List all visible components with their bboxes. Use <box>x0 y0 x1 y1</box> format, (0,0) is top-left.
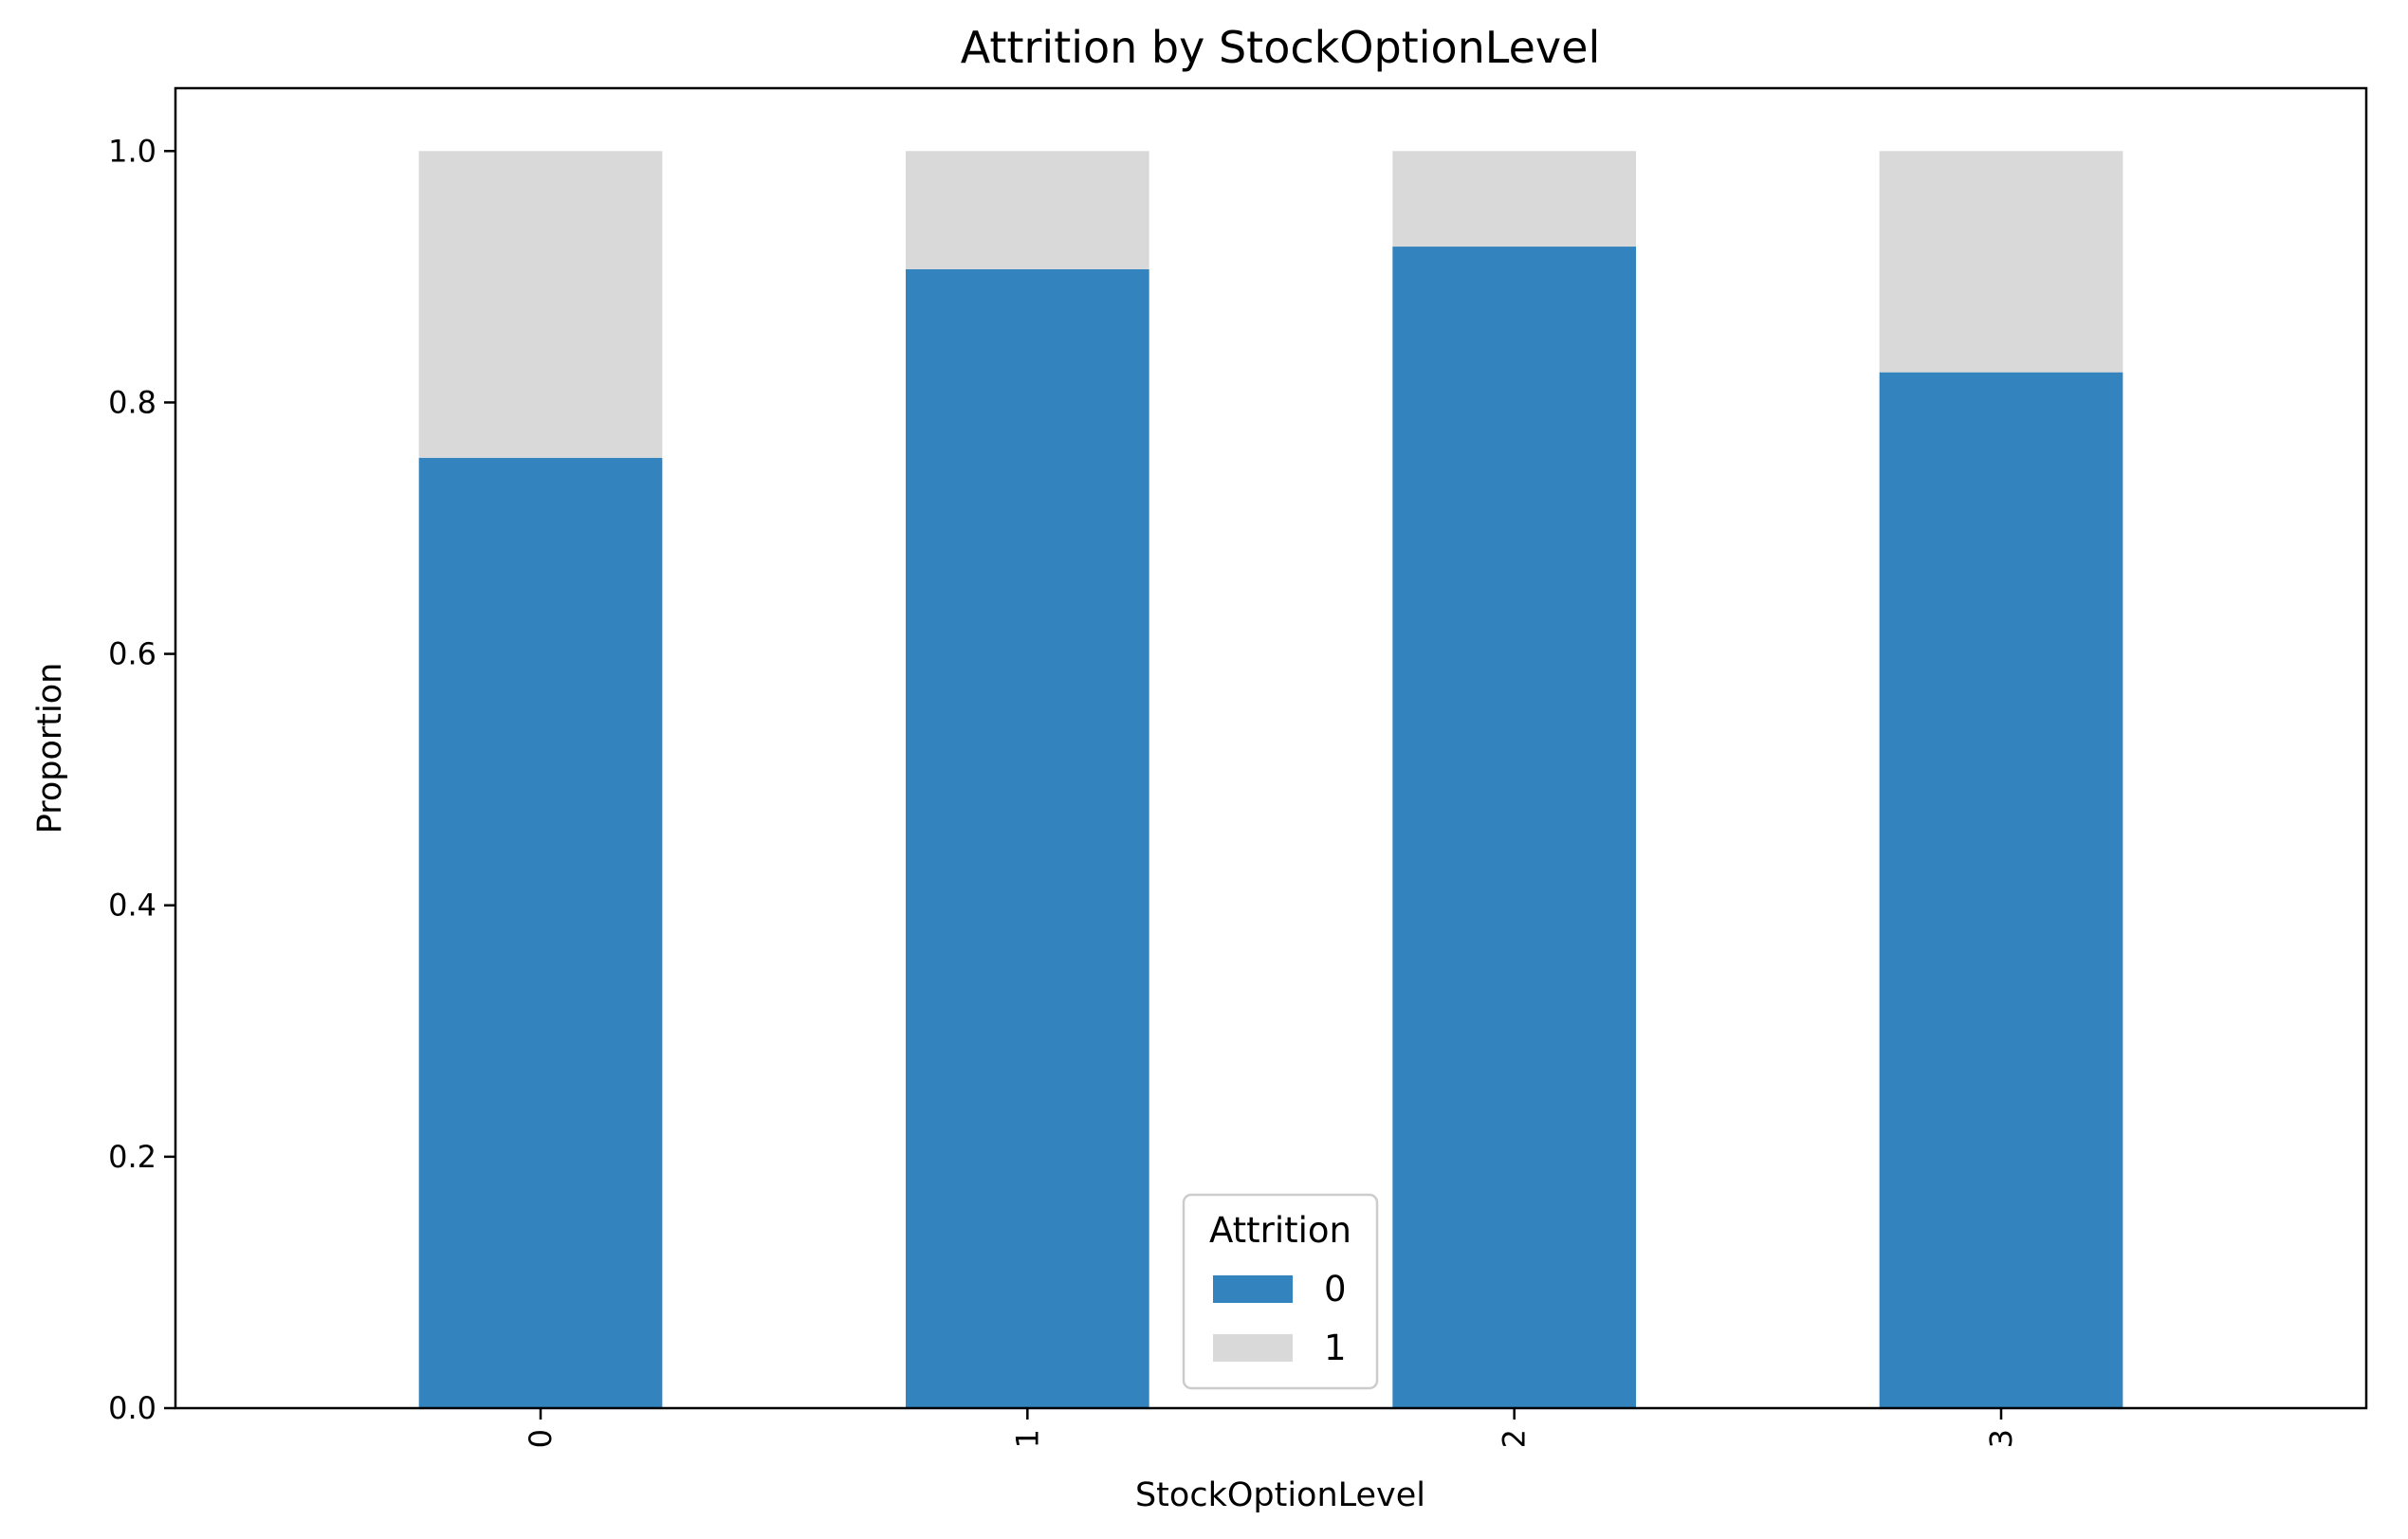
bar-1-attrition-0 <box>906 268 1149 1409</box>
y-tick-label: 0.2 <box>108 1139 156 1175</box>
legend-label-1: 1 <box>1324 1328 1347 1368</box>
bar-2-attrition-1 <box>1392 151 1636 247</box>
bar-3-attrition-0 <box>1879 372 2123 1408</box>
x-tick-label: 1 <box>1009 1429 1045 1448</box>
bar-1-attrition-1 <box>906 151 1149 269</box>
legend-swatch-1 <box>1213 1334 1293 1362</box>
legend: Attrition 0 1 <box>1182 1193 1379 1390</box>
y-tick-label: 0.0 <box>108 1390 156 1426</box>
y-tick-label: 0.8 <box>108 384 156 420</box>
legend-swatch-0 <box>1213 1275 1293 1303</box>
x-tick-label: 0 <box>523 1429 559 1448</box>
bar-0-attrition-0 <box>418 457 663 1408</box>
x-axis: 0 1 2 3 <box>523 1408 2019 1448</box>
bar-3-attrition-1 <box>1879 151 2123 373</box>
bar-layer <box>418 151 2123 1409</box>
chart-title: Attrition by StockOptionLevel <box>961 22 1600 73</box>
plot-frame <box>174 86 2368 1410</box>
y-axis-label: Proportion <box>31 663 69 834</box>
legend-title: Attrition <box>1209 1210 1351 1251</box>
y-axis: 0.0 0.2 0.4 0.6 0.8 1.0 <box>108 133 175 1426</box>
bar-0-attrition-1 <box>418 151 663 458</box>
x-tick-label: 3 <box>1983 1429 2019 1448</box>
x-tick-label: 2 <box>1497 1429 1533 1448</box>
bar-2-attrition-0 <box>1392 247 1636 1408</box>
x-axis-label: StockOptionLevel <box>1135 1476 1425 1514</box>
y-tick-label: 0.4 <box>108 888 156 924</box>
legend-label-0: 0 <box>1324 1269 1347 1310</box>
y-tick-label: 1.0 <box>108 133 156 169</box>
y-tick-label: 0.6 <box>108 636 156 672</box>
